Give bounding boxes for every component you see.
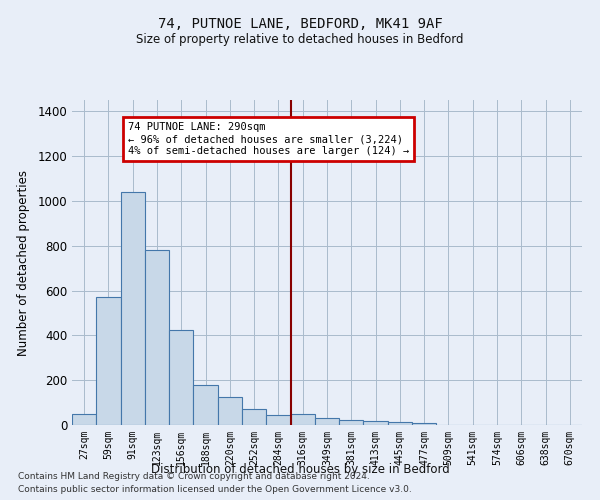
Bar: [169, 330, 193, 425]
Bar: [412, 423, 436, 425]
Bar: [315, 418, 339, 425]
Bar: [145, 250, 169, 425]
Bar: [388, 422, 412, 425]
Y-axis label: Number of detached properties: Number of detached properties: [17, 170, 31, 356]
Text: Contains HM Land Registry data © Crown copyright and database right 2024.: Contains HM Land Registry data © Crown c…: [18, 472, 370, 481]
Bar: [242, 410, 266, 425]
Bar: [364, 421, 388, 425]
Text: Size of property relative to detached houses in Bedford: Size of property relative to detached ho…: [136, 32, 464, 46]
Text: Contains public sector information licensed under the Open Government Licence v3: Contains public sector information licen…: [18, 485, 412, 494]
Bar: [193, 384, 218, 425]
Bar: [121, 192, 145, 425]
Text: Distribution of detached houses by size in Bedford: Distribution of detached houses by size …: [151, 462, 449, 475]
Bar: [339, 420, 364, 425]
Bar: [266, 415, 290, 425]
Bar: [96, 297, 121, 425]
Text: 74, PUTNOE LANE, BEDFORD, MK41 9AF: 74, PUTNOE LANE, BEDFORD, MK41 9AF: [158, 18, 442, 32]
Bar: [72, 414, 96, 425]
Bar: [218, 397, 242, 425]
Text: 74 PUTNOE LANE: 290sqm
← 96% of detached houses are smaller (3,224)
4% of semi-d: 74 PUTNOE LANE: 290sqm ← 96% of detached…: [128, 122, 409, 156]
Bar: [290, 414, 315, 425]
